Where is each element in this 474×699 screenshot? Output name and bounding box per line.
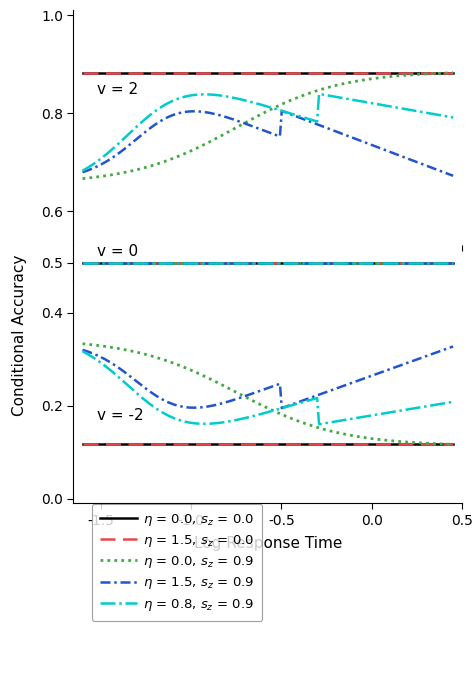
- Text: Conditional Accuracy: Conditional Accuracy: [12, 255, 27, 416]
- Text: v = 2: v = 2: [97, 82, 138, 96]
- Text: v = -2: v = -2: [97, 408, 144, 423]
- Legend: $\eta$ = 0.0, $s_z$ = 0.0, $\eta$ = 1.5, $s_z$ = 0.0, $\eta$ = 0.0, $s_z$ = 0.9,: $\eta$ = 0.0, $s_z$ = 0.0, $\eta$ = 1.5,…: [92, 503, 262, 621]
- Text: v = 0: v = 0: [97, 244, 138, 259]
- X-axis label: Log Response Time: Log Response Time: [193, 536, 342, 552]
